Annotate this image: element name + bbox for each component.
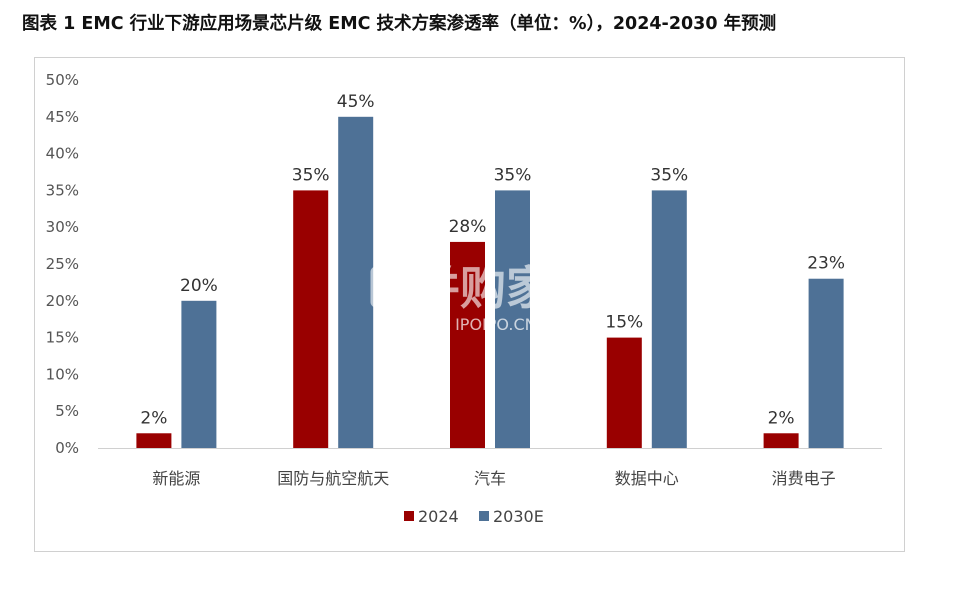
- y-tick-label: 40%: [46, 145, 79, 163]
- bar-2024-2: [450, 241, 485, 448]
- category-label: 新能源: [152, 469, 200, 488]
- legend-label: 2030E: [493, 507, 544, 526]
- y-tick-label: 50%: [46, 71, 79, 89]
- y-tick-label: 35%: [46, 181, 79, 199]
- data-label: 23%: [807, 254, 845, 274]
- category-label: 数据中心: [615, 469, 679, 488]
- bars: [136, 116, 844, 449]
- data-label: 35%: [292, 165, 330, 185]
- y-tick-label: 30%: [46, 218, 79, 236]
- legend-label: 2024: [418, 507, 459, 526]
- bar-2024-1: [293, 190, 329, 448]
- y-tick-label: 45%: [46, 108, 79, 126]
- chart-title: 图表 1 EMC 行业下游应用场景芯片级 EMC 技术方案渗透率（单位：%），2…: [22, 14, 777, 34]
- y-tick-label: 25%: [46, 255, 79, 273]
- chart-frame: [34, 57, 905, 552]
- legend-swatch-2030E: [479, 511, 489, 521]
- category-label: 消费电子: [772, 469, 836, 488]
- y-tick-label: 20%: [46, 292, 79, 310]
- bar-2024-0: [136, 433, 172, 448]
- bar-2030E-0: [181, 300, 217, 448]
- y-tick-label: 10%: [46, 365, 79, 383]
- data-label: 45%: [337, 92, 375, 112]
- category-labels: 新能源 国防与航空航天 汽车 数据中心 消费电子: [152, 469, 835, 488]
- legend-swatch-2024: [404, 511, 414, 521]
- y-tick-label: 15%: [46, 329, 79, 347]
- watermark: 并购家 行业报告 IPOIPO.CN: [370, 261, 552, 334]
- watermark-sub: 行业报告 IPOIPO.CN: [386, 315, 537, 334]
- data-label: 15%: [605, 313, 643, 333]
- data-label: 35%: [494, 165, 532, 185]
- data-label: 35%: [650, 165, 688, 185]
- bar-2024-4: [763, 433, 799, 448]
- data-labels: 2% 20% 35% 45% 28% 35% 15% 35% 2% 23%: [140, 92, 845, 428]
- watermark-main: 并购家: [414, 261, 552, 315]
- bar-2024-3: [606, 337, 642, 448]
- category-label: 汽车: [474, 469, 506, 488]
- category-label: 国防与航空航天: [277, 469, 389, 488]
- data-label: 2%: [768, 408, 795, 428]
- data-label: 20%: [180, 276, 218, 296]
- data-label: 2%: [140, 408, 167, 428]
- y-axis-ticks: 0% 5% 10% 15% 20% 25% 30% 35% 40% 45% 50%: [46, 71, 79, 457]
- legend: 2024 2030E: [404, 507, 544, 526]
- watermark-logo-icon: [370, 266, 410, 308]
- bar-2030E-2: [495, 190, 530, 448]
- bar-2030E-3: [651, 190, 687, 448]
- bar-2030E-1: [338, 116, 374, 449]
- bar-2030E-4: [808, 278, 844, 448]
- y-tick-label: 0%: [55, 439, 79, 457]
- y-tick-label: 5%: [55, 402, 79, 420]
- data-label: 28%: [449, 217, 487, 237]
